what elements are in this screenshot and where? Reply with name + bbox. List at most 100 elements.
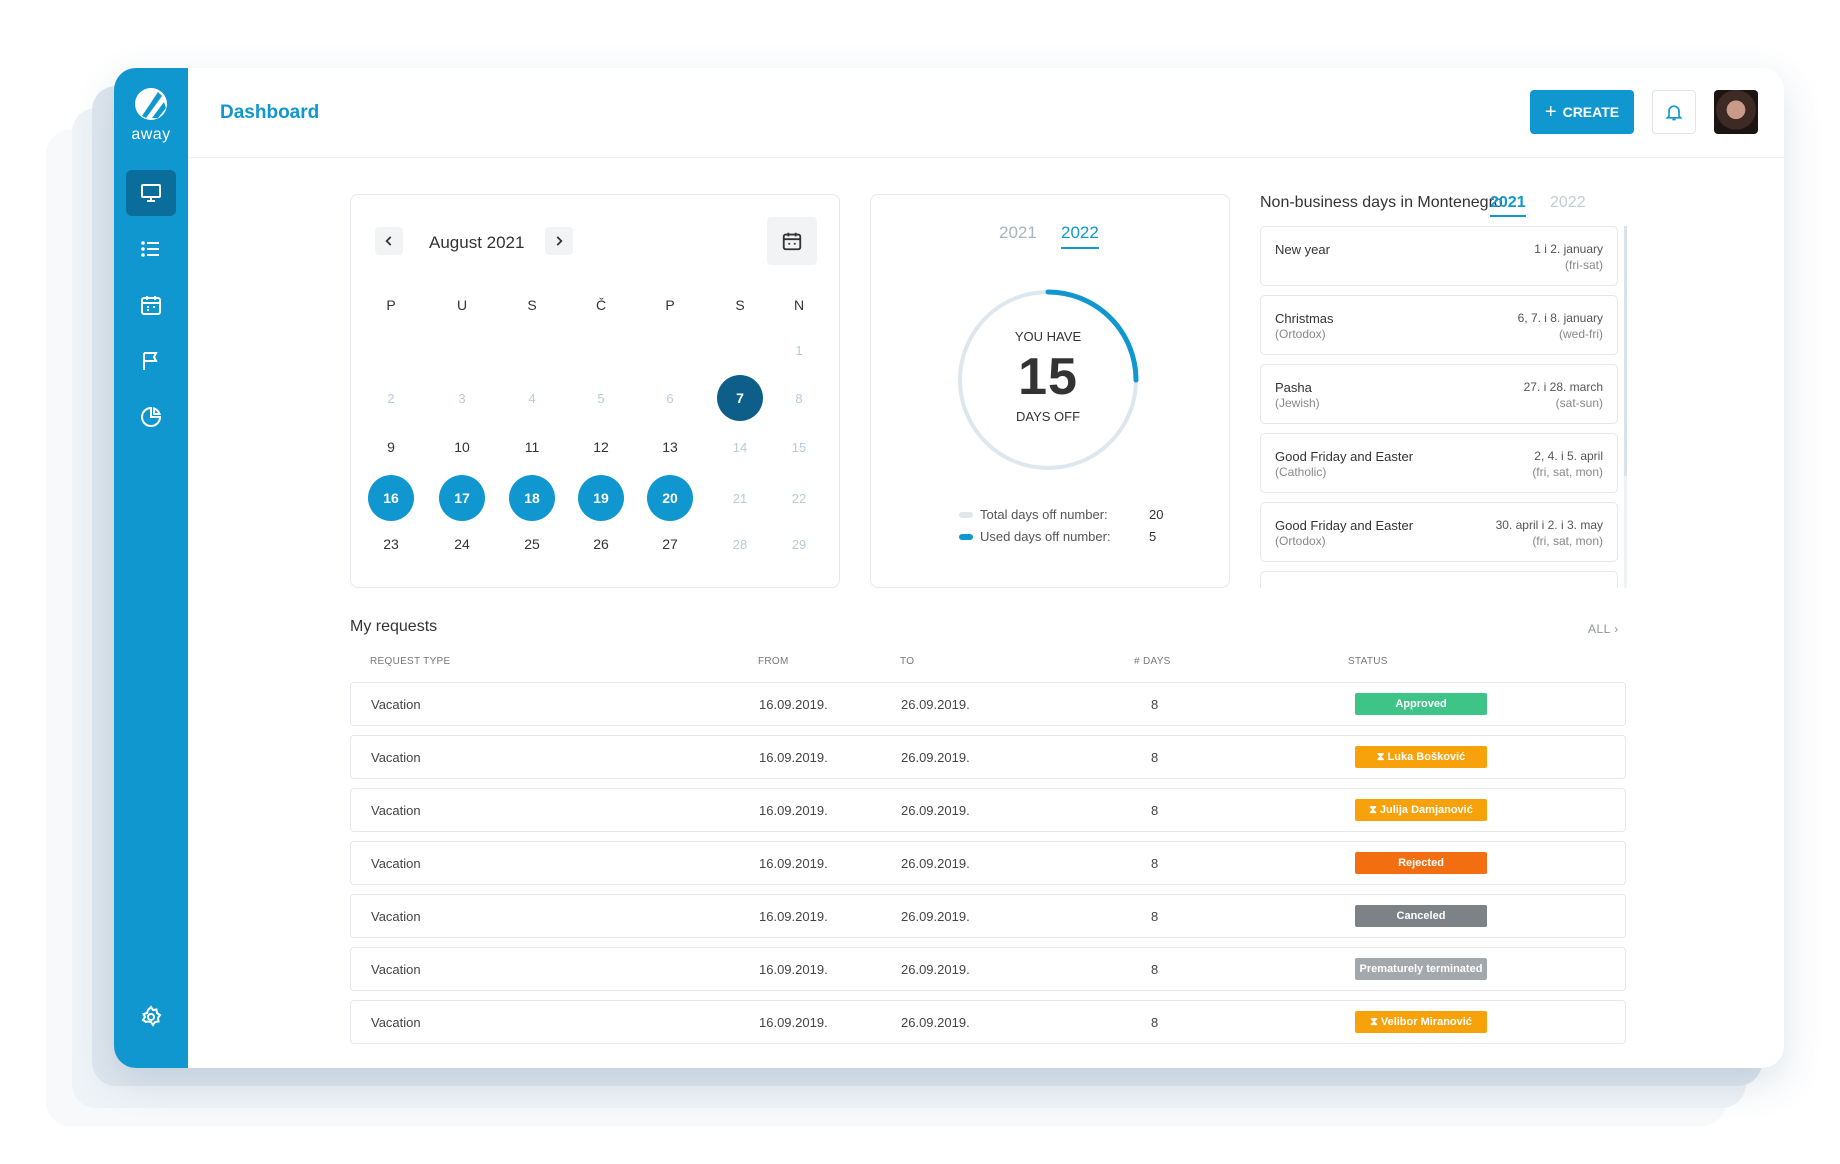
days-cell: 8	[1151, 962, 1159, 977]
from-cell: 16.09.2019.	[759, 803, 828, 818]
status-badge: ⧗ Luka Bošković	[1355, 746, 1487, 768]
calendar-day[interactable]: 13	[662, 439, 678, 455]
calendar-day[interactable]: 20	[647, 475, 693, 521]
column-header-to: TO	[900, 656, 915, 667]
calendar-day[interactable]: 6	[666, 390, 674, 406]
next-month-button[interactable]	[545, 227, 573, 255]
holidays-scrollbar-thumb[interactable]	[1624, 226, 1627, 476]
holidays-year-tab-2021[interactable]: 2021	[1490, 194, 1526, 217]
status-badge: Approved	[1355, 693, 1487, 715]
table-row[interactable]: Vacation 16.09.2019. 26.09.2019. 8 ⧗ Luka Bo…	[350, 735, 1626, 779]
request-type-cell: Vacation	[371, 856, 421, 871]
calendar-day[interactable]: 4	[528, 390, 536, 406]
table-row[interactable]: Vacation 16.09.2019. 26.09.2019. 8 ⧗ Julija …	[350, 788, 1626, 832]
holidays-year-tab-2022[interactable]: 2022	[1550, 194, 1586, 211]
calendar-day[interactable]: 18	[509, 475, 555, 521]
calendar-day[interactable]: 11	[524, 439, 540, 455]
request-type-cell: Vacation	[371, 962, 421, 977]
calendar-day[interactable]: 25	[524, 536, 540, 552]
status-badge: Rejected	[1355, 852, 1487, 874]
legend-used-label: Used days off number:	[980, 529, 1111, 544]
ring-used-arc	[957, 289, 1139, 471]
to-cell: 26.09.2019.	[901, 697, 970, 712]
days-off-count: 15	[1018, 348, 1078, 406]
calendar-day[interactable]: 8	[795, 390, 803, 406]
holiday-name: New year	[1275, 242, 1330, 257]
requests-title: My requests	[350, 618, 438, 635]
calendar-day[interactable]: 15	[791, 439, 807, 455]
calendar-day[interactable]: 12	[593, 439, 609, 455]
user-avatar[interactable]	[1714, 90, 1758, 134]
list-icon	[141, 241, 159, 257]
prev-month-button[interactable]	[375, 227, 403, 255]
calendar-day[interactable]: 5	[597, 390, 605, 406]
holiday-item: New year 1 i 2. january (fri-sat)	[1260, 226, 1618, 286]
notifications-button[interactable]	[1652, 90, 1696, 134]
to-cell: 26.09.2019.	[901, 909, 970, 924]
calendar-day[interactable]: 24	[454, 536, 470, 552]
calendar-day[interactable]: 10	[454, 439, 470, 455]
weekday-label: P	[665, 297, 675, 313]
calendar-day[interactable]: 21	[732, 490, 748, 506]
calendar-day[interactable]: 22	[791, 490, 807, 506]
calendar-day[interactable]: 27	[662, 536, 678, 552]
legend-total: Total days off number: 20	[959, 507, 1163, 522]
sidebar-item-settings[interactable]	[126, 994, 176, 1040]
calendar-day[interactable]: 19	[578, 475, 624, 521]
holidays-scrollbar[interactable]	[1624, 226, 1627, 588]
requests-all-link[interactable]: ALL ›	[1588, 622, 1619, 636]
days-cell: 8	[1151, 909, 1159, 924]
calendar-picker-button[interactable]	[767, 217, 817, 265]
days-off-year-tab-2022[interactable]: 2022	[1061, 223, 1099, 249]
calendar-day[interactable]: 2	[387, 390, 395, 406]
sidebar-item-calendar[interactable]	[126, 282, 176, 328]
days-cell: 8	[1151, 750, 1159, 765]
sidebar-item-holidays[interactable]	[126, 338, 176, 384]
table-row[interactable]: Vacation 16.09.2019. 26.09.2019. 8 Canceled	[350, 894, 1626, 938]
calendar-icon	[141, 296, 161, 315]
column-header-status: STATUS	[1348, 656, 1388, 667]
table-row[interactable]: Vacation 16.09.2019. 26.09.2019. 8 ⧗ Velibor…	[350, 1000, 1626, 1044]
header: Dashboard + CREATE	[188, 68, 1784, 158]
from-cell: 16.09.2019.	[759, 909, 828, 924]
table-row[interactable]: Vacation 16.09.2019. 26.09.2019. 8 Rejected	[350, 841, 1626, 885]
create-button[interactable]: + CREATE	[1530, 90, 1634, 134]
weekday-label: N	[793, 297, 805, 313]
column-header-days: # DAYS	[1134, 656, 1171, 667]
pie-chart-icon	[141, 406, 162, 427]
calendar-day[interactable]: 9	[387, 439, 395, 455]
sidebar-item-requests[interactable]	[126, 226, 176, 272]
legend-total-label: Total days off number:	[980, 507, 1108, 522]
holiday-subtitle: (Ortodox)	[1275, 534, 1326, 548]
holiday-subtitle: (Jewish)	[1275, 396, 1320, 410]
table-row[interactable]: Vacation 16.09.2019. 26.09.2019. 8 Premature…	[350, 947, 1626, 991]
logo[interactable]: away	[114, 86, 188, 150]
weekday-label: U	[456, 297, 468, 313]
holiday-name: Pasha	[1275, 380, 1312, 395]
calendar-day[interactable]: 16	[368, 475, 414, 521]
create-button-label: CREATE	[1562, 104, 1620, 120]
calendar-card: August 2021 P U S Č P S N 1 2 3 4 5 6 7 8 9 10 11 12 13 14 15…	[350, 194, 840, 588]
calendar-day[interactable]: 23	[383, 536, 399, 552]
sidebar-item-dashboard[interactable]	[126, 170, 176, 216]
sidebar-item-reports[interactable]	[126, 394, 176, 440]
holiday-item: Good Friday and Easter (Catholic) 2, 4. i …	[1260, 433, 1618, 493]
holiday-date: 2, 4. i 5. april	[1534, 449, 1603, 463]
days-off-year-tab-2021[interactable]: 2021	[999, 223, 1037, 242]
days-off-card: 2021 2022 YOU HAVE 15 DAYS OFF Total day…	[870, 194, 1230, 588]
calendar-day[interactable]: 14	[732, 439, 748, 455]
legend-used-value: 5	[1149, 529, 1157, 544]
status-badge: Canceled	[1355, 905, 1487, 927]
holiday-item: Good Friday and Easter (Ortodox) 30. april…	[1260, 502, 1618, 562]
calendar-day[interactable]: 1	[795, 342, 803, 358]
calendar-day[interactable]: 7	[717, 375, 763, 421]
calendar-day[interactable]: 3	[458, 390, 466, 406]
holidays-list[interactable]: New year 1 i 2. january (fri-sat) Christmas…	[1260, 226, 1626, 588]
logo-text: away	[131, 126, 171, 143]
calendar-day[interactable]: 28	[732, 536, 748, 552]
calendar-day[interactable]: 17	[439, 475, 485, 521]
table-row[interactable]: Vacation 16.09.2019. 26.09.2019. 8 Approved	[350, 682, 1626, 726]
calendar-day[interactable]: 26	[593, 536, 609, 552]
calendar-day[interactable]: 29	[791, 536, 807, 552]
weekday-label: P	[386, 297, 396, 313]
